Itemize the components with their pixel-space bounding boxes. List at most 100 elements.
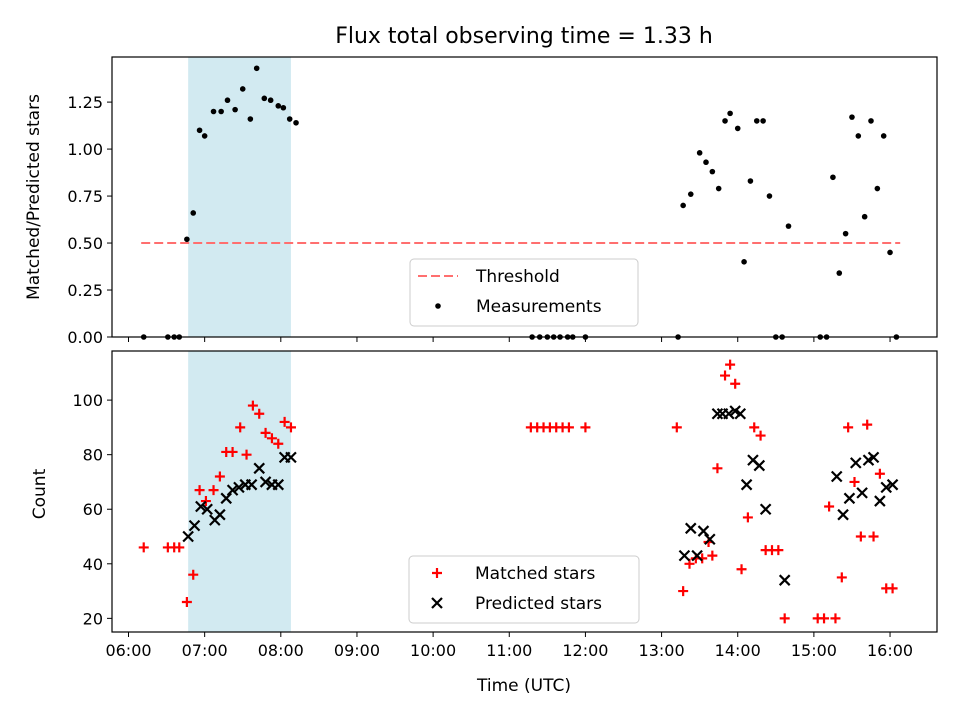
predicted-star-point	[867, 451, 880, 464]
top-ylabel: Matched/Predicted stars	[24, 94, 44, 300]
matched-star-point	[707, 550, 718, 561]
predicted-star-point	[734, 407, 747, 420]
measurement-point	[753, 118, 760, 124]
predicted-star-point	[759, 503, 772, 516]
bottom-xtick-label: 11:00	[486, 641, 532, 660]
predicted-star-point	[220, 492, 233, 505]
matched-star-point	[855, 531, 866, 542]
measurement-point	[224, 97, 231, 104]
measurement-point	[861, 213, 868, 220]
measurement-point	[275, 103, 282, 109]
predicted-star-point	[711, 407, 724, 420]
matched-star-point	[580, 422, 591, 433]
bottom-xtick-label: 14:00	[715, 641, 761, 660]
measurement-point	[201, 133, 208, 139]
top-panel: 0.00 0.25 0.50 0.75 1.00 1.25 Threshold Measure…	[67, 56, 938, 347]
matched-star-point	[181, 596, 192, 607]
matched-star-point	[830, 613, 841, 624]
measurement-point	[868, 118, 874, 124]
predicted-star-point	[874, 495, 886, 507]
matched-star-point	[720, 370, 731, 381]
top-legend	[409, 258, 639, 327]
bottom-xtick-label: 10:00	[410, 641, 456, 660]
matched-star-point	[712, 463, 723, 474]
top-ytick-label: 0.25	[67, 281, 103, 300]
measurement-point	[687, 191, 694, 197]
measurement-point	[293, 119, 299, 126]
legend-entry-label: Matched stars	[475, 564, 595, 584]
matched-star-point	[874, 468, 885, 479]
measurement-point	[842, 230, 849, 237]
matched-star-point	[227, 446, 238, 457]
measurement-point	[696, 150, 703, 156]
bottom-xtick-label: 09:00	[334, 641, 380, 660]
bottom-ytick-label: 60	[83, 500, 103, 519]
matched-star-point	[862, 419, 873, 430]
predicted-star-point	[678, 549, 691, 562]
measurement-point	[874, 185, 881, 192]
matched-star-point	[247, 400, 258, 411]
bottom-xtick-label: 15:00	[791, 641, 837, 660]
measurement-point	[766, 193, 773, 199]
matched-star-point	[138, 542, 149, 553]
predicted-star-point	[723, 407, 735, 420]
matched-star-point	[241, 449, 252, 460]
matched-star-point	[678, 586, 689, 597]
measurement-point	[247, 116, 254, 122]
legend-entry-label: Measurements	[476, 297, 602, 317]
matched-star-point	[188, 569, 199, 580]
top-ytick-label: 0.50	[67, 234, 103, 253]
bottom-xtick-label: 07:00	[182, 641, 228, 660]
matched-star-point	[742, 512, 753, 523]
bottom-ytick-label: 40	[83, 555, 103, 574]
bottom-xtick-label: 13:00	[639, 641, 685, 660]
matched-star-point	[824, 501, 835, 512]
legend-entry-label: Predicted stars	[475, 594, 602, 614]
matched-star-point	[235, 422, 246, 433]
predicted-star-point	[849, 457, 862, 469]
predicted-star-point	[182, 530, 194, 543]
measurement-point	[836, 270, 843, 276]
bottom-xlabel: Time (UTC)	[476, 676, 571, 696]
predicted-star-point	[201, 503, 213, 516]
predicted-star-point	[704, 533, 716, 546]
measurement-point	[785, 223, 792, 229]
measurement-point	[715, 185, 722, 192]
predicted-star-point	[753, 459, 766, 472]
measurement-point	[855, 133, 862, 139]
measurement-point	[741, 259, 747, 265]
predicted-star-point	[837, 508, 849, 521]
matched-star-point	[779, 613, 790, 624]
matched-star-point	[273, 438, 284, 449]
bottom-xtick-label: 08:00	[258, 641, 304, 660]
matched-star-point	[254, 408, 265, 419]
measurement-point	[232, 106, 238, 113]
matched-star-point	[279, 416, 290, 427]
matched-star-point	[887, 583, 898, 594]
legend-entry-label: Threshold	[475, 267, 560, 287]
measurement-point	[887, 249, 893, 256]
matched-star-point	[736, 564, 747, 575]
bottom-xtick-label: 16:00	[867, 641, 913, 660]
measurement-point	[196, 127, 203, 134]
bottom-ytick-label: 100	[72, 391, 103, 410]
top-ytick-label: 0.75	[67, 187, 103, 206]
bottom-xtick-label: 06:00	[105, 641, 151, 660]
predicted-star-point	[214, 508, 226, 521]
measurement-point	[218, 108, 224, 115]
matched-star-point	[174, 542, 185, 553]
matched-star-point	[755, 430, 766, 441]
predicted-star-point	[272, 478, 285, 491]
measurement-point	[680, 202, 686, 209]
figure-title: Flux total observing time = 1.33 h	[335, 24, 713, 49]
predicted-star-point	[886, 478, 899, 491]
measurement-point	[734, 125, 741, 132]
bottom-panel: 20 40 60 80 100 06:00 07:00 08:00 09:00 10:00 11:0…	[72, 350, 938, 660]
predicted-star-point	[233, 481, 245, 494]
measurement-point	[253, 65, 260, 72]
measurement-point	[747, 178, 754, 184]
matched-star-point	[773, 545, 784, 556]
matched-star-point	[836, 572, 847, 583]
predicted-star-point	[285, 451, 297, 464]
